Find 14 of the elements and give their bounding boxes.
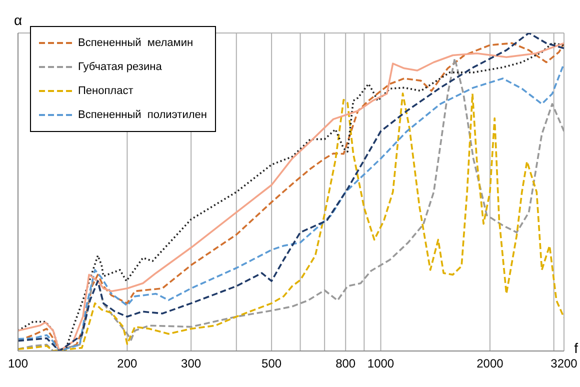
x-tick-label: 2000	[476, 356, 504, 371]
x-tick-label: 300	[181, 356, 202, 371]
legend-label: Губчатая резина	[78, 61, 162, 73]
x-tick-label: 3200	[550, 356, 578, 371]
x-tick-label: 800	[336, 356, 356, 371]
x-tick-label: 200	[117, 356, 138, 371]
x-axis-title: f	[574, 340, 578, 356]
y-axis-title: α	[14, 12, 22, 28]
x-tick-label: 100	[8, 356, 28, 371]
legend-label: Вспененный полиэтилен	[78, 109, 207, 121]
x-tick-label: 500	[262, 356, 282, 371]
legend-label: Вспененный меламин	[78, 37, 194, 49]
x-tick-label: 1000	[367, 356, 394, 371]
legend-label: Пенопласт	[78, 85, 134, 97]
